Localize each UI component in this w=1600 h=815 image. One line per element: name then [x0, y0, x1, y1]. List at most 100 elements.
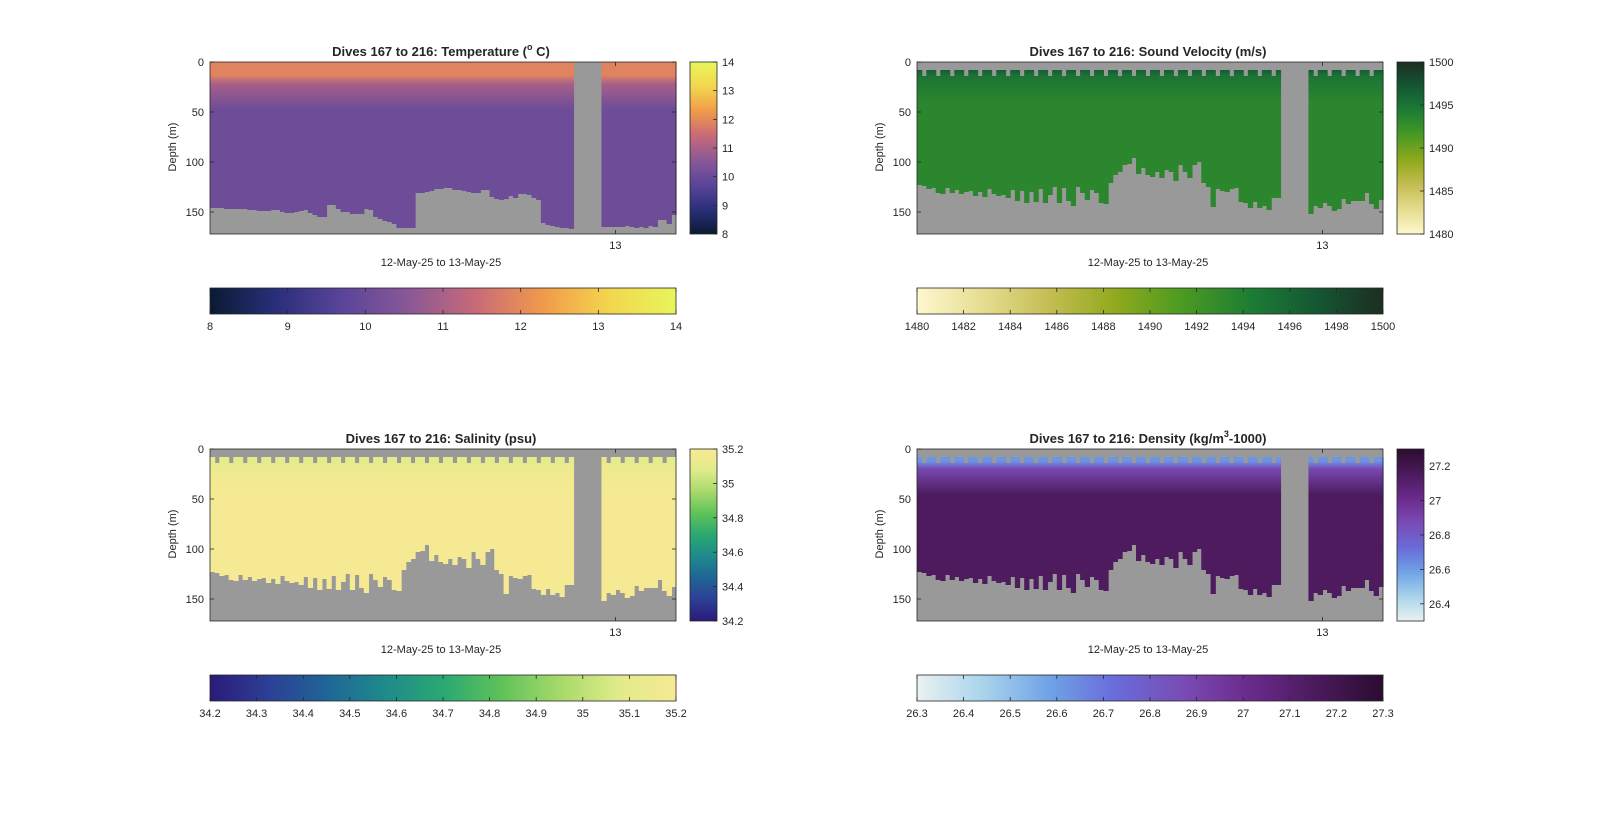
- salinity-profile-column: [512, 457, 519, 578]
- sound-velocity-profile-column: [1373, 70, 1379, 209]
- salinity-profile-column: [289, 457, 295, 583]
- density-y-axis-label: Depth (m): [874, 510, 886, 559]
- density-title: Dives 167 to 216: Density (kg/m3-1000): [1030, 429, 1267, 446]
- salinity-y-tick-label: 100: [186, 544, 204, 556]
- sound-velocity-y-tick-label: 0: [905, 57, 911, 69]
- temperature-profile-column: [228, 62, 234, 209]
- temperature-side-colorbar-tick-label: 9: [722, 200, 728, 212]
- temperature-profile-column: [321, 62, 328, 217]
- density-profile-column: [1327, 463, 1333, 593]
- density-profile-column: [1033, 463, 1039, 589]
- sound-velocity-profile-column: [1331, 70, 1337, 211]
- density-heatmap: [917, 449, 1384, 621]
- density-profile-column: [1140, 457, 1146, 555]
- temperature-profile-column: [270, 62, 276, 210]
- sound-velocity-profile-column: [1052, 70, 1058, 187]
- density-profile-column: [1084, 457, 1091, 587]
- sound-velocity-profile-column: [1327, 76, 1333, 206]
- density-profile-column: [996, 457, 1002, 583]
- density-profile-column: [1010, 457, 1016, 577]
- salinity-bottom-colorbar-tick-label: 34.6: [386, 708, 407, 720]
- sound-velocity-profile-column: [1257, 76, 1263, 208]
- temperature-profile-column: [540, 62, 547, 223]
- sound-velocity-profile-column: [1084, 70, 1091, 200]
- temperature-profile-column: [265, 62, 272, 211]
- density-profile-column: [926, 457, 932, 576]
- salinity-profile-column: [652, 457, 658, 588]
- salinity-profile-column: [279, 457, 286, 576]
- salinity-profile-column: [256, 463, 262, 579]
- sound-velocity-bottom-colorbar-tick-label: 1492: [1184, 321, 1208, 333]
- sound-velocity-profile-column: [1140, 70, 1146, 168]
- sound-velocity-profile-column: [1229, 76, 1235, 189]
- salinity-profile-column: [293, 457, 300, 582]
- density-profile-column: [1145, 463, 1151, 562]
- salinity-profile-column: [247, 457, 253, 577]
- sound-velocity-profile-column: [926, 70, 932, 189]
- sound-velocity-bottom-colorbar-tick-label: 1486: [1045, 321, 1069, 333]
- density-bottom-colorbar-tick-label: 26.5: [999, 708, 1020, 720]
- salinity-profile-column: [610, 457, 617, 595]
- density-profile-column: [1364, 457, 1370, 580]
- salinity-bottom-colorbar-tick-label: 35: [577, 708, 589, 720]
- salinity-profile-column: [312, 463, 318, 578]
- sound-velocity-y-axis-label: Depth (m): [874, 123, 886, 172]
- density-profile-column: [1313, 463, 1319, 593]
- density-profile-column: [991, 463, 997, 581]
- sound-velocity-profile-column: [1201, 76, 1207, 183]
- salinity-profile-column: [480, 463, 486, 565]
- density-profile-column: [1359, 457, 1365, 588]
- sound-velocity-profile-column: [1252, 70, 1258, 202]
- temperature-profile-column: [638, 62, 644, 227]
- density-profile-column: [972, 457, 979, 583]
- temperature-profile-column: [466, 62, 472, 192]
- temperature-profile-column: [438, 62, 444, 189]
- salinity-profile-column: [456, 457, 463, 557]
- sound-velocity-profile-column: [917, 70, 923, 185]
- temperature-side-colorbar-tick-label: 11: [722, 143, 733, 155]
- salinity-profile-column: [345, 457, 351, 574]
- sound-velocity-profile-column: [1019, 76, 1025, 191]
- density-profile-column: [963, 463, 969, 579]
- salinity-profile-column: [624, 457, 630, 598]
- temperature-profile-column: [368, 62, 374, 210]
- sound-velocity-profile-column: [1108, 70, 1114, 183]
- sound-velocity-profile-column: [1173, 76, 1179, 181]
- salinity-profile-column: [219, 457, 225, 576]
- sound-velocity-profile-column: [1191, 70, 1198, 165]
- temperature-y-tick-label: 100: [186, 157, 204, 169]
- sound-velocity-profile-column: [996, 70, 1002, 196]
- salinity-profile-column: [387, 457, 393, 580]
- sound-velocity-profile-column: [1243, 76, 1249, 203]
- temperature-profile-column: [373, 62, 379, 217]
- salinity-side-colorbar-tick-label: 34.6: [722, 547, 743, 559]
- temperature-profile-column: [405, 62, 411, 228]
- density-profile-column: [1187, 463, 1193, 565]
- temperature-side-colorbar-gradient: [689, 61, 718, 235]
- density-side-colorbar-tick-label: 26.6: [1429, 564, 1450, 576]
- temperature-profile-column: [335, 62, 342, 209]
- density-panel: Dives 167 to 216: Density (kg/m3-1000) 0…: [874, 429, 1450, 720]
- density-profile-column: [1252, 457, 1258, 589]
- sound-velocity-side-colorbar: 1480 1485 1490 1495 1500: [1396, 57, 1453, 241]
- salinity-profile-column: [657, 457, 663, 580]
- salinity-profile-column: [275, 457, 281, 584]
- density-profile-column: [982, 457, 988, 584]
- salinity-profile-column: [401, 457, 407, 570]
- salinity-profile-column: [452, 463, 458, 565]
- salinity-profile-column: [340, 463, 346, 582]
- sound-velocity-profile-column: [986, 70, 993, 189]
- sound-velocity-profile-column: [1089, 76, 1095, 190]
- density-profile-column: [1229, 463, 1235, 576]
- temperature-profile-column: [214, 62, 220, 208]
- density-y-tick-label: 0: [905, 444, 911, 456]
- sound-velocity-profile-column: [1042, 70, 1049, 203]
- density-profile-column: [1257, 463, 1263, 595]
- sound-velocity-profile-column: [1261, 70, 1268, 206]
- density-profile-column: [1052, 457, 1058, 574]
- salinity-profile-column: [522, 463, 528, 576]
- salinity-axes-frame: [209, 448, 677, 622]
- temperature-profile-column: [340, 62, 346, 212]
- salinity-profile-column: [405, 457, 411, 562]
- temperature-profile-column: [312, 62, 318, 215]
